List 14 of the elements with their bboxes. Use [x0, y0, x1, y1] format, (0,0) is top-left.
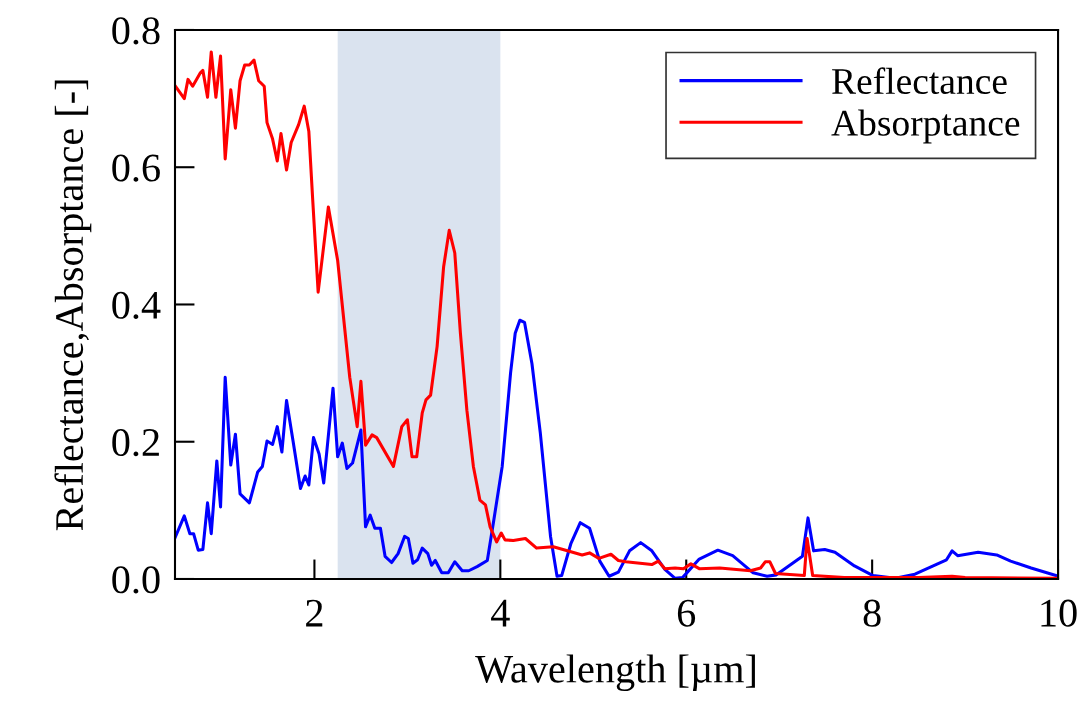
x-tick-label: 10: [1041, 599, 1077, 627]
legend-label: Absorptance: [831, 109, 1020, 144]
y-tick-label: 0.4: [112, 291, 161, 320]
y-tick-label: 0.2: [112, 428, 159, 457]
y-axis-title: Reflectance,Absorptance [-]: [54, 80, 92, 531]
y-tick-label: 0.0: [112, 566, 160, 594]
x-tick-label: 2: [306, 599, 323, 627]
x-tick-label: 4: [491, 599, 510, 627]
x-axis-title: Wavelength [µm]: [475, 654, 755, 692]
y-tick-label: 0.8: [112, 17, 160, 45]
x-tick-label: 6: [677, 599, 696, 627]
legend-label: Reflectance: [832, 67, 1007, 95]
x-tick-label: 8: [863, 599, 881, 627]
y-tick-label: 0.6: [112, 154, 160, 182]
